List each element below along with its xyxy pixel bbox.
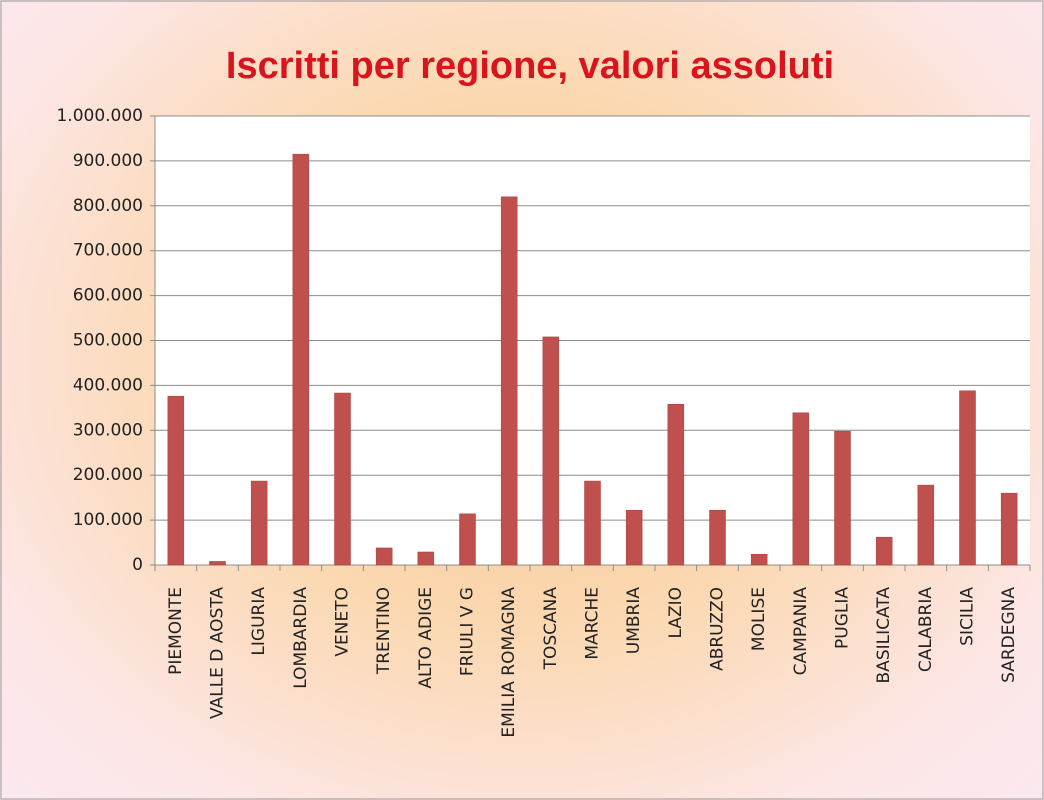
bar <box>167 395 185 566</box>
y-tick-label: 200.000 <box>73 465 143 485</box>
bar <box>542 336 560 566</box>
x-tick-label: SARDEGNA <box>999 587 1019 683</box>
bar <box>417 551 435 566</box>
y-tick-label: 100.000 <box>73 510 143 530</box>
bar <box>500 196 518 566</box>
x-tick-label: PUGLIA <box>833 587 853 649</box>
x-tick-label: VALLE D AOSTA <box>208 587 228 719</box>
x-tick-label: ALTO ADIGE <box>416 587 436 689</box>
y-tick-label: 400.000 <box>73 375 143 395</box>
y-tick-label: 600.000 <box>73 286 143 306</box>
bar <box>375 547 393 566</box>
bar <box>209 561 226 566</box>
bar <box>875 536 893 566</box>
bar <box>292 153 310 566</box>
bar <box>917 484 935 566</box>
x-tick-label: SICILIA <box>958 587 978 646</box>
x-tick-label: UMBRIA <box>624 587 644 655</box>
x-tick-label: BASILICATA <box>874 587 894 684</box>
bar <box>625 509 643 566</box>
bar <box>750 553 768 566</box>
x-tick-label: CALABRIA <box>916 587 936 672</box>
x-tick-label: TRENTINO <box>374 587 394 675</box>
x-tick-label: EMILIA ROMAGNA <box>499 587 519 738</box>
x-tick-label: PIEMONTE <box>166 587 186 675</box>
x-tick-label: MOLISE <box>749 587 769 651</box>
x-tick-label: LAZIO <box>666 587 686 639</box>
x-tick-label: LOMBARDIA <box>291 587 311 689</box>
bar <box>709 509 726 566</box>
y-tick-label: 0 <box>132 555 143 575</box>
chart-title: Iscritti per regione, valori assoluti <box>226 45 834 87</box>
y-tick-label: 800.000 <box>73 196 143 216</box>
y-tick-label: 500.000 <box>73 331 143 351</box>
bar <box>334 392 351 566</box>
bar <box>959 390 976 566</box>
x-tick-label: LIGURIA <box>249 587 269 656</box>
x-tick-label: VENETO <box>333 587 353 657</box>
x-tick-label: TOSCANA <box>541 587 561 671</box>
x-tick-label: FRIULI V G <box>458 587 478 676</box>
y-tick-label: 900.000 <box>73 151 143 171</box>
bar <box>667 404 685 566</box>
y-tick-label: 300.000 <box>73 420 143 440</box>
bar <box>1000 492 1018 566</box>
x-tick-label: MARCHE <box>583 587 603 660</box>
y-tick-label: 1.000.000 <box>56 106 143 126</box>
x-tick-label: CAMPANIA <box>791 587 811 676</box>
y-tick-label: 700.000 <box>73 241 143 261</box>
bar <box>792 412 810 566</box>
bar <box>459 513 476 566</box>
x-tick-label: ABRUZZO <box>708 587 728 671</box>
bar <box>250 480 268 566</box>
bar <box>834 430 851 566</box>
bar <box>584 480 601 566</box>
